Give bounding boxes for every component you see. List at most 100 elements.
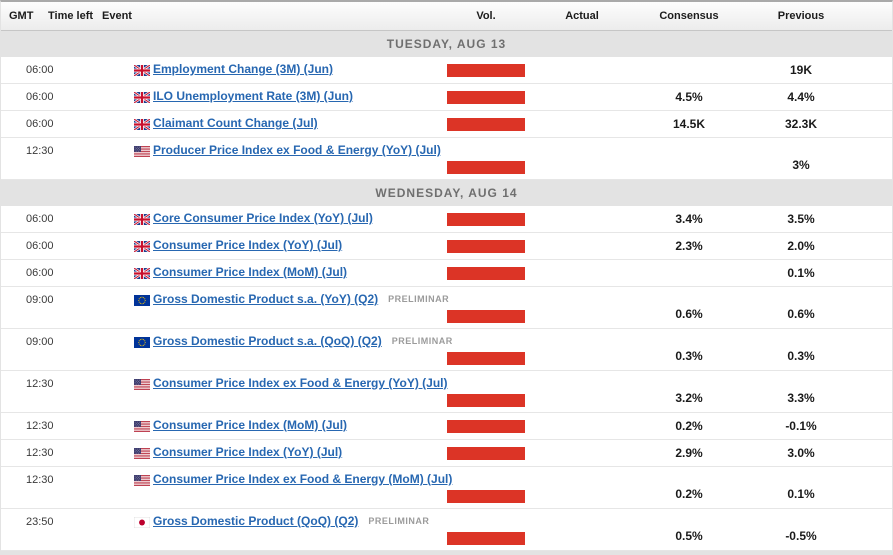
event-time-gmt: 06:00 [26, 240, 54, 252]
event-link[interactable]: Consumer Price Index ex Food & Energy (M… [153, 472, 453, 486]
event-link[interactable]: Claimant Count Change (Jul) [153, 116, 318, 130]
event-row: 12:30 Consumer Price Index ex Food & Ene… [1, 371, 892, 413]
event-link[interactable]: Consumer Price Index (MoM) (Jul) [153, 265, 348, 279]
previous-value: 3% [792, 158, 810, 172]
event-time-gmt: 12:30 [26, 447, 54, 459]
preliminary-tag: PRELIMINAR [388, 294, 450, 304]
event-time-gmt: 06:00 [26, 118, 54, 130]
consensus-value: 0.5% [675, 529, 703, 543]
consensus-value: 0.6% [675, 307, 703, 321]
previous-value: 4.4% [787, 90, 815, 104]
event-link[interactable]: Gross Domestic Product s.a. (QoQ) (Q2) PR… [153, 329, 453, 354]
event-link[interactable]: ILO Unemployment Rate (3M) (Jun) [153, 89, 354, 103]
previous-value: 3.0% [787, 446, 815, 460]
previous-value: 3.5% [787, 212, 815, 226]
event-time-gmt: 06:00 [26, 267, 54, 279]
event-row: 06:00 Claimant Count Change (Jul) 14.5K … [1, 111, 892, 138]
previous-value: 32.3K [784, 117, 818, 131]
event-link[interactable]: Gross Domestic Product (QoQ) (Q2) PRELIMI… [153, 509, 429, 534]
consensus-value: 4.5% [675, 90, 703, 104]
event-link[interactable]: Producer Price Index ex Food & Energy (Y… [153, 143, 441, 157]
event-time-gmt: 12:30 [26, 378, 54, 390]
preliminary-tag: PRELIMINAR [368, 516, 430, 526]
event-link[interactable]: Consumer Price Index (YoY) (Jul) [153, 445, 343, 459]
consensus-value: 14.5K [672, 117, 706, 131]
next-section-band-edge [1, 551, 892, 555]
volatility-bar [447, 420, 525, 433]
event-time-gmt: 06:00 [26, 64, 54, 76]
volatility-bar [447, 240, 525, 253]
previous-value: 0.3% [787, 349, 815, 363]
flag-icon-gb [134, 65, 150, 76]
event-time-gmt: 09:00 [26, 336, 54, 348]
volatility-bar [447, 91, 525, 104]
previous-value: 2.0% [787, 239, 815, 253]
flag-icon-eu [134, 337, 150, 348]
flag-icon-gb [134, 214, 150, 225]
event-link[interactable]: Core Consumer Price Index (YoY) (Jul) [153, 211, 373, 225]
event-time-gmt: 23:50 [26, 516, 54, 528]
event-row: 12:30 Consumer Price Index (MoM) (Jul) 0… [1, 413, 892, 440]
flag-icon-gb [134, 268, 150, 279]
event-time-gmt: 12:30 [26, 474, 54, 486]
flag-icon-us [134, 475, 150, 486]
volatility-bar [447, 161, 525, 174]
flag-icon-us [134, 448, 150, 459]
event-link[interactable]: Consumer Price Index (MoM) (Jul) [153, 418, 348, 432]
event-time-gmt: 06:00 [26, 213, 54, 225]
volatility-bar [447, 118, 525, 131]
col-header-event: Event [102, 10, 132, 22]
consensus-value: 3.2% [675, 391, 703, 405]
col-header-gmt: GMT [9, 10, 34, 22]
event-time-gmt: 12:30 [26, 145, 54, 157]
volatility-bar [447, 352, 525, 365]
event-link[interactable]: Consumer Price Index (YoY) (Jul) [153, 238, 343, 252]
event-row: 09:00 Gross Domestic Product s.a. (QoQ) … [1, 329, 892, 371]
consensus-value: 3.4% [675, 212, 703, 226]
event-row: 12:30 Producer Price Index ex Food & Ene… [1, 138, 892, 180]
flag-icon-gb [134, 241, 150, 252]
previous-value: 19K [789, 63, 812, 77]
volatility-bar [447, 64, 525, 77]
previous-value: -0.5% [785, 529, 817, 543]
volatility-bar [447, 213, 525, 226]
col-header-consensus: Consensus [659, 10, 719, 22]
flag-icon-us [134, 379, 150, 390]
event-link[interactable]: Gross Domestic Product s.a. (YoY) (Q2) PR… [153, 287, 449, 312]
volatility-bar [447, 267, 525, 280]
previous-value: -0.1% [785, 419, 817, 433]
consensus-value: 2.9% [675, 446, 703, 460]
consensus-value: 0.2% [675, 419, 703, 433]
calendar-body: TUESDAY, AUG 13 06:00 Employment Change … [1, 31, 892, 551]
col-header-volatility: Vol. [476, 10, 496, 22]
flag-icon-eu [134, 295, 150, 306]
event-row: 06:00 ILO Unemployment Rate (3M) (Jun) 4… [1, 84, 892, 111]
event-row: 06:00 Consumer Price Index (YoY) (Jul) 2… [1, 233, 892, 260]
previous-value: 0.1% [787, 487, 815, 501]
event-row: 06:00 Employment Change (3M) (Jun) 19K [1, 57, 892, 84]
volatility-bar [447, 490, 525, 503]
event-row: 23:50 Gross Domestic Product (QoQ) (Q2) P… [1, 509, 892, 551]
flag-icon-us [134, 421, 150, 432]
event-time-gmt: 12:30 [26, 420, 54, 432]
flag-icon-gb [134, 119, 150, 130]
event-link[interactable]: Consumer Price Index ex Food & Energy (Y… [153, 376, 448, 390]
preliminary-tag: PRELIMINAR [391, 336, 453, 346]
section-date-header: WEDNESDAY, AUG 14 [1, 180, 892, 206]
event-time-gmt: 09:00 [26, 294, 54, 306]
previous-value: 0.1% [787, 266, 815, 280]
volatility-bar [447, 532, 525, 545]
event-row: 09:00 Gross Domestic Product s.a. (YoY) … [1, 287, 892, 329]
event-row: 12:30 Consumer Price Index (YoY) (Jul) 2… [1, 440, 892, 467]
previous-value: 3.3% [787, 391, 815, 405]
event-time-gmt: 06:00 [26, 91, 54, 103]
col-header-previous: Previous [777, 10, 825, 22]
flag-icon-us [134, 146, 150, 157]
column-header-row: GMT Time left Event Vol. Actual Consensu… [1, 2, 892, 31]
flag-icon-gb [134, 92, 150, 103]
previous-value: 0.6% [787, 307, 815, 321]
event-row: 06:00 Consumer Price Index (MoM) (Jul) 0… [1, 260, 892, 287]
event-link[interactable]: Employment Change (3M) (Jun) [153, 62, 334, 76]
flag-icon-jp [134, 517, 150, 528]
